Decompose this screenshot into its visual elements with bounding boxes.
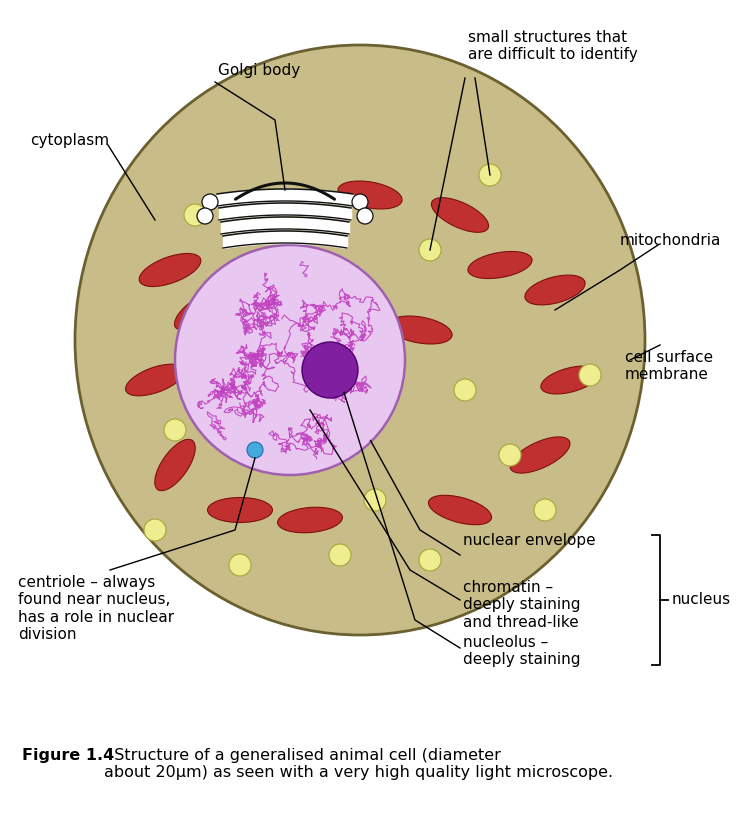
Ellipse shape	[525, 275, 585, 305]
Circle shape	[164, 419, 186, 441]
Ellipse shape	[338, 181, 402, 209]
Text: nucleolus –
deeply staining: nucleolus – deeply staining	[463, 635, 580, 667]
Circle shape	[202, 194, 218, 210]
Text: chromatin –
deeply staining
and thread-like: chromatin – deeply staining and thread-l…	[463, 580, 580, 630]
Circle shape	[197, 208, 213, 224]
Text: nuclear envelope: nuclear envelope	[463, 533, 596, 547]
Ellipse shape	[510, 437, 570, 473]
Circle shape	[419, 239, 441, 261]
Ellipse shape	[468, 252, 532, 279]
Text: Structure of a generalised animal cell (diameter
about 20μm) as seen with a very: Structure of a generalised animal cell (…	[104, 748, 613, 780]
Ellipse shape	[126, 364, 185, 396]
Circle shape	[184, 204, 206, 226]
Circle shape	[144, 519, 166, 541]
Text: centriole – always
found near nucleus,
has a role in nuclear
division: centriole – always found near nucleus, h…	[18, 575, 174, 642]
Ellipse shape	[388, 316, 452, 344]
Circle shape	[229, 554, 251, 576]
Circle shape	[357, 208, 373, 224]
Text: cytoplasm: cytoplasm	[30, 132, 109, 147]
Circle shape	[454, 379, 476, 401]
Circle shape	[419, 549, 441, 571]
Text: nucleus: nucleus	[672, 593, 731, 607]
Circle shape	[175, 245, 405, 475]
Circle shape	[352, 194, 368, 210]
Text: Figure 1.4: Figure 1.4	[22, 748, 115, 763]
Circle shape	[534, 499, 556, 521]
Ellipse shape	[208, 497, 272, 523]
Circle shape	[329, 544, 351, 566]
Circle shape	[302, 342, 358, 398]
Text: Golgi body: Golgi body	[218, 63, 301, 78]
Circle shape	[289, 234, 311, 256]
Text: cell surface
membrane: cell surface membrane	[625, 350, 713, 382]
Ellipse shape	[155, 439, 195, 491]
Circle shape	[579, 364, 601, 386]
Ellipse shape	[278, 507, 342, 533]
Ellipse shape	[139, 253, 201, 287]
Circle shape	[364, 489, 386, 511]
Ellipse shape	[309, 268, 371, 293]
Text: small structures that
are difficult to identify: small structures that are difficult to i…	[468, 30, 638, 62]
Circle shape	[249, 299, 271, 321]
Text: mitochondria: mitochondria	[620, 233, 722, 247]
Ellipse shape	[432, 197, 489, 233]
Circle shape	[479, 164, 501, 186]
Ellipse shape	[175, 290, 225, 330]
Ellipse shape	[429, 496, 492, 524]
Circle shape	[247, 442, 263, 458]
Ellipse shape	[75, 45, 645, 635]
Circle shape	[499, 444, 521, 466]
Ellipse shape	[541, 366, 599, 394]
